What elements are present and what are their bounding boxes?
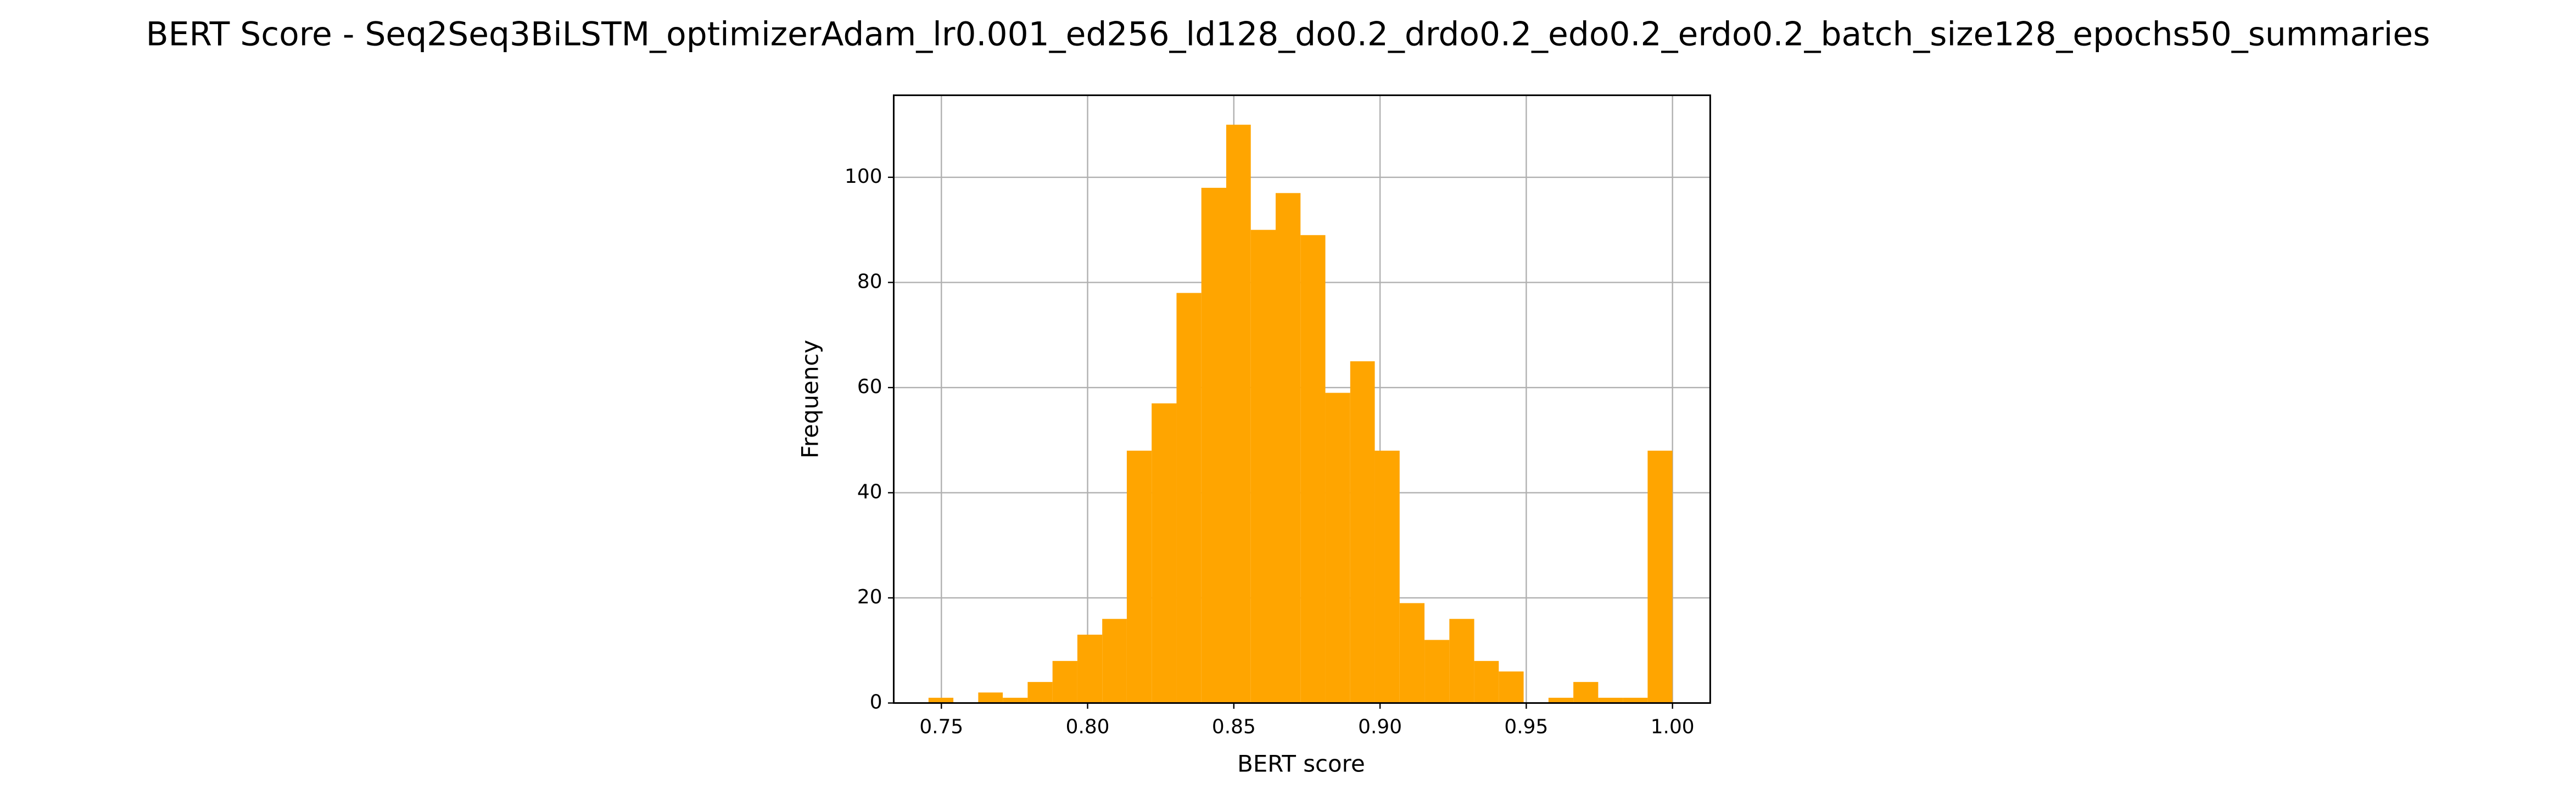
bar [928, 697, 954, 703]
bar [1077, 634, 1103, 703]
x-tick-label: 1.00 [1651, 715, 1695, 738]
y-tick-label: 100 [845, 165, 882, 188]
bar [1250, 229, 1276, 703]
bar [1052, 660, 1077, 703]
x-tick-label: 0.95 [1504, 715, 1548, 738]
bar [1449, 619, 1474, 703]
bar [1350, 361, 1375, 703]
bar [1548, 697, 1574, 703]
x-tick-label: 0.85 [1212, 715, 1256, 738]
x-tick-label: 0.90 [1358, 715, 1402, 738]
bar [1102, 619, 1127, 703]
y-tick-label: 40 [857, 480, 882, 503]
y-tick-label: 60 [857, 376, 882, 398]
ticks: 0 20 40 60 80 100 0.75 0.80 0.85 0.90 0.95 1.00 [845, 165, 1695, 738]
bar [1647, 450, 1673, 703]
chart-title: BERT Score - Seq2Seq3BiLSTM_optimizerAda… [146, 15, 2430, 53]
bar [1573, 682, 1599, 703]
bar [1325, 393, 1350, 703]
x-tick-label: 0.80 [1066, 715, 1110, 738]
bar [1598, 697, 1623, 703]
bar [1276, 193, 1301, 703]
bar [1424, 640, 1450, 703]
bar [1027, 682, 1053, 703]
bar [1226, 125, 1251, 703]
bars [928, 125, 1673, 703]
bar [1499, 671, 1524, 703]
y-tick-label: 0 [870, 691, 882, 713]
bar [1003, 697, 1028, 703]
x-axis-label: BERT score [1237, 751, 1365, 777]
x-tick-label: 0.75 [919, 715, 963, 738]
bar [978, 692, 1003, 703]
y-tick-label: 80 [857, 270, 882, 293]
bar [1374, 450, 1400, 703]
bar [1474, 660, 1499, 703]
bar [1399, 603, 1425, 703]
y-tick-label: 20 [857, 586, 882, 608]
bar [1300, 235, 1326, 703]
bar [1201, 188, 1226, 703]
bar [1126, 450, 1152, 703]
bar [1176, 293, 1202, 703]
bar [1152, 403, 1177, 703]
axes-frame [892, 94, 1711, 704]
y-axis-label: Frequency [796, 340, 823, 458]
bar [1623, 697, 1648, 703]
